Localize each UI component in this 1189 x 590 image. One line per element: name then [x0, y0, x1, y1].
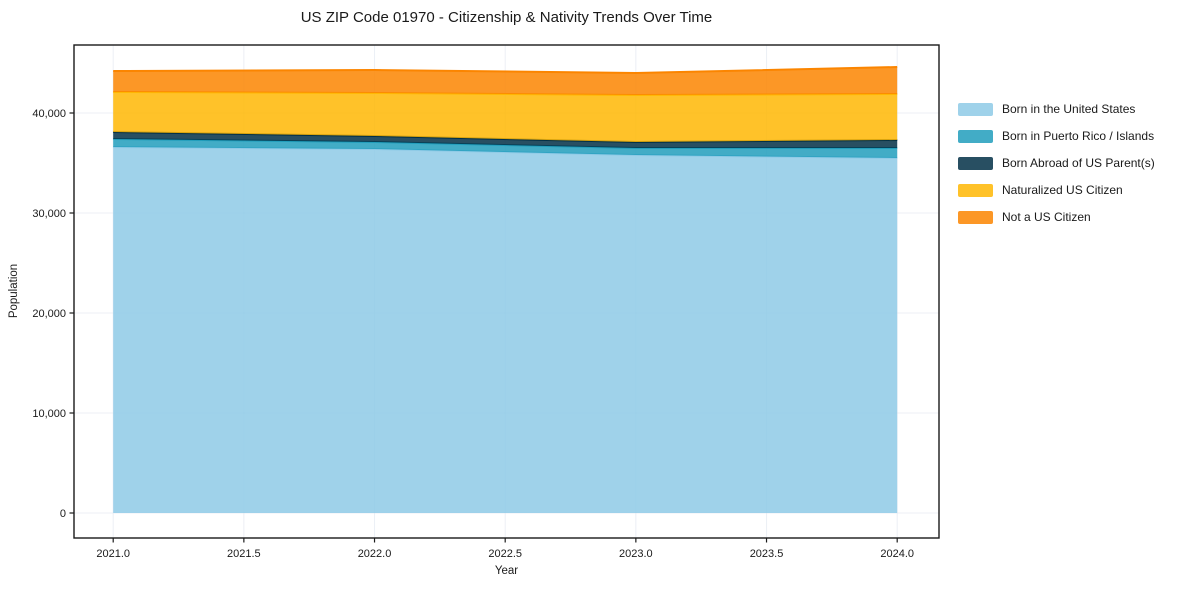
x-tick-label: 2024.0	[880, 548, 914, 560]
legend-label: Born in Puerto Rico / Islands	[1002, 129, 1155, 143]
legend-swatch	[958, 102, 993, 116]
plot-frame	[73, 44, 940, 539]
x-tick-label: 2023.0	[619, 548, 653, 560]
y-tick-label: 10,000	[32, 408, 66, 420]
legend-swatch	[958, 156, 993, 170]
x-axis-label: Year	[494, 565, 519, 577]
y-tick-label: 40,000	[32, 108, 66, 120]
legend-label: Born Abroad of US Parent(s)	[1002, 156, 1155, 170]
area-naturalized-us-citizen	[113, 92, 898, 142]
chart-title: US ZIP Code 01970 - Citizenship & Nativi…	[300, 9, 713, 26]
x-tick-label: 2021.0	[96, 548, 130, 560]
x-tick-label: 2021.5	[227, 548, 261, 560]
x-tick-label: 2022.5	[488, 548, 522, 560]
y-tick-label: 0	[60, 508, 66, 520]
legend-entry: Born in the United States	[958, 102, 1155, 116]
legend-swatch	[958, 183, 993, 197]
legend-swatch	[958, 210, 993, 224]
y-tick-label: 20,000	[32, 308, 66, 320]
legend-swatch	[958, 129, 993, 143]
legend-label: Naturalized US Citizen	[1002, 183, 1123, 197]
y-tick-label: 30,000	[32, 208, 66, 220]
legend-label: Not a US Citizen	[1002, 210, 1091, 224]
legend: Born in the United States Born in Puerto …	[958, 102, 1155, 224]
area-born-in-puerto-rico-islands	[113, 139, 898, 158]
x-tick-label: 2022.0	[358, 548, 392, 560]
area-not-a-us-citizen	[113, 67, 898, 95]
legend-entry: Born Abroad of US Parent(s)	[958, 156, 1155, 170]
area-edge-not-a-us-citizen	[113, 66, 898, 74]
legend-entry: Not a US Citizen	[958, 210, 1155, 224]
legend-label: Born in the United States	[1002, 102, 1136, 116]
legend-entry: Born in Puerto Rico / Islands	[958, 129, 1155, 143]
area-born-in-the-united-states	[113, 147, 898, 513]
y-axis-label: Population	[8, 263, 20, 319]
legend-entry: Naturalized US Citizen	[958, 183, 1155, 197]
x-tick-label: 2023.5	[750, 548, 784, 560]
